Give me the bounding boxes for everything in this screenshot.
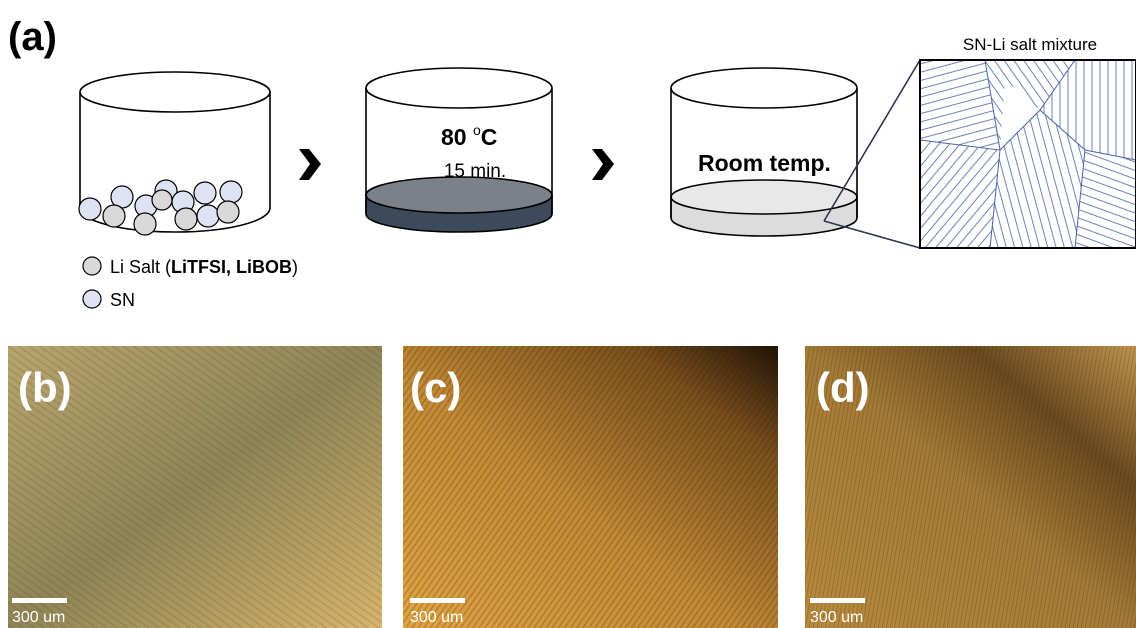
- crystal-inset: [920, 60, 1136, 248]
- figure: (a) 80 oC 15 min. Room temp.: [0, 0, 1136, 628]
- scale-bar: [410, 598, 465, 603]
- scale-label: 300 um: [410, 609, 463, 626]
- room-temp-label: Room temp.: [698, 150, 831, 176]
- scale-bar: [810, 598, 865, 603]
- temperature: 80 oC: [441, 122, 497, 150]
- scale-label: 300 um: [810, 609, 863, 626]
- micrograph: (c) 300 um: [403, 346, 778, 628]
- legend-label: Li Salt (LiTFSI, LiBOB): [110, 257, 298, 277]
- legend-symbol: [83, 257, 101, 275]
- micrograph: (b) 300 um: [8, 346, 382, 628]
- arrow: [592, 149, 614, 180]
- image-label: (d): [816, 364, 870, 411]
- inset-title: SN-Li salt mixture: [963, 35, 1097, 54]
- scale-bar: [12, 598, 67, 603]
- legend-symbol: [83, 290, 101, 308]
- micrograph: (d) 300 um: [805, 346, 1136, 628]
- duration: 15 min.: [444, 161, 506, 182]
- arrow: [299, 149, 321, 180]
- beaker-with-particles: [79, 72, 270, 235]
- beaker-heated: [366, 68, 552, 232]
- image-label: (c): [410, 364, 461, 411]
- scale-label: 300 um: [12, 609, 65, 626]
- panel-label: (a): [8, 15, 57, 59]
- image-label: (b): [18, 364, 72, 411]
- legend-label: SN: [110, 290, 135, 310]
